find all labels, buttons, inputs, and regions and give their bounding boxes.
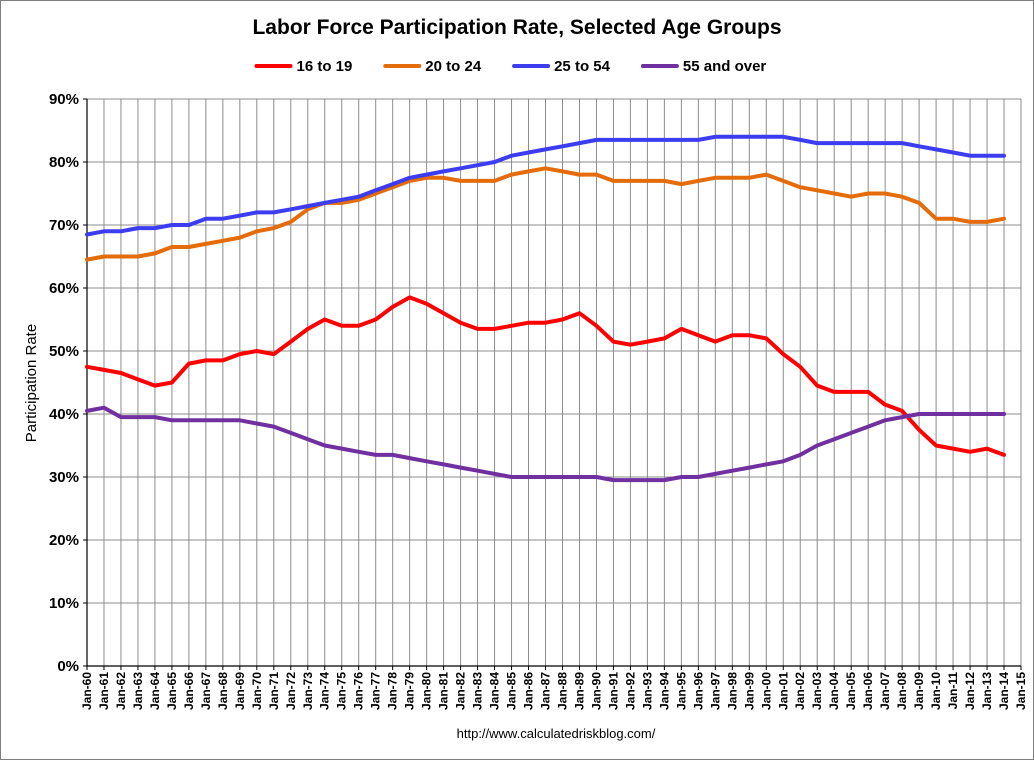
y-tick-label: 30%: [49, 469, 79, 486]
x-tick-label: Jan-68: [216, 672, 230, 710]
y-tick-label: 40%: [49, 406, 79, 423]
x-tick-label: Jan-04: [827, 672, 841, 710]
x-tick-label: Jan-82: [454, 672, 468, 710]
legend-item: 20 to 24: [383, 58, 482, 75]
x-tick-label: Jan-13: [980, 672, 994, 710]
x-tick-label: Jan-89: [572, 672, 586, 710]
series-line-20-to-24: [85, 166, 1006, 262]
x-tick-label: Jan-78: [386, 672, 400, 710]
series-line-25-to-54: [85, 134, 1006, 237]
x-tick-label: Jan-91: [606, 672, 620, 710]
x-tick-label: Jan-63: [131, 672, 145, 710]
y-axis-label: Participation Rate: [23, 324, 40, 442]
x-tick-label: Jan-07: [878, 672, 892, 710]
x-tick-label: Jan-71: [267, 672, 281, 710]
x-tick-label: Jan-90: [589, 672, 603, 710]
x-tick-label: Jan-06: [861, 672, 875, 710]
x-tick-label: Jan-87: [539, 672, 553, 710]
x-tick-label: Jan-77: [369, 672, 383, 710]
legend-label: 25 to 54: [554, 58, 611, 75]
y-tick-label: 20%: [49, 532, 79, 549]
source-url: http://www.calculatedriskblog.com/: [457, 726, 656, 741]
series-line-16-to-19: [85, 295, 1006, 457]
legend-label: 55 and over: [683, 58, 767, 75]
x-tick-label: Jan-11: [946, 672, 960, 710]
x-tick-label: Jan-02: [793, 672, 807, 710]
x-tick-label: Jan-81: [437, 672, 451, 710]
x-tick-label: Jan-64: [148, 672, 162, 710]
x-tick-label: Jan-15: [1014, 672, 1028, 710]
y-tick-label: 90%: [49, 91, 79, 108]
x-tick-label: Jan-62: [114, 672, 128, 710]
x-tick-label: Jan-00: [759, 672, 773, 710]
x-tick-label: Jan-67: [199, 672, 213, 710]
series-line-55-and-over: [85, 405, 1006, 483]
series-lines: [85, 134, 1006, 483]
x-tick-label: Jan-93: [640, 672, 654, 710]
x-tick-label: Jan-88: [555, 672, 569, 710]
x-tick-label: Jan-84: [488, 672, 502, 710]
x-tick-label: Jan-01: [776, 672, 790, 710]
y-tick-label: 10%: [49, 595, 79, 612]
x-tick-label: Jan-09: [912, 672, 926, 710]
x-tick-label: Jan-70: [250, 672, 264, 710]
x-tick-label: Jan-03: [810, 672, 824, 710]
x-tick-label: Jan-83: [471, 672, 485, 710]
y-tick-label: 60%: [49, 280, 79, 297]
y-tick-label: 0%: [57, 658, 79, 675]
legend-item: 55 and over: [640, 58, 767, 75]
x-tick-label: Jan-61: [97, 672, 111, 710]
legend-item: 16 to 19: [254, 58, 353, 75]
x-tick-label: Jan-74: [318, 672, 332, 710]
legend-label: 16 to 19: [297, 58, 353, 75]
x-tick-label: Jan-66: [182, 672, 196, 710]
x-tick-label: Jan-75: [335, 672, 349, 710]
x-tick-label: Jan-69: [233, 672, 247, 710]
x-tick-label: Jan-05: [844, 672, 858, 710]
x-tick-label: Jan-98: [725, 672, 739, 710]
legend: 16 to 19 20 to 24 25 to 54 55 and over: [254, 58, 767, 75]
x-tick-label: Jan-80: [420, 672, 434, 710]
y-tick-label: 70%: [49, 217, 79, 234]
x-tick-label: Jan-99: [742, 672, 756, 710]
x-tick-label: Jan-12: [963, 672, 977, 710]
x-tick-label: Jan-10: [929, 672, 943, 710]
x-tick-label: Jan-76: [352, 672, 366, 710]
x-tick-label: Jan-73: [301, 672, 315, 710]
gridlines: [86, 98, 1022, 667]
x-tick-label: Jan-79: [403, 672, 417, 710]
x-tick-label: Jan-60: [80, 672, 94, 710]
legend-item: 25 to 54: [512, 58, 611, 75]
legend-label: 20 to 24: [425, 58, 482, 75]
y-axis: 0% 10% 20% 30% 40% 50% 60% 70% 80% 90%: [49, 91, 87, 675]
x-tick-label: Jan-08: [895, 672, 909, 710]
x-tick-label: Jan-72: [284, 672, 298, 710]
x-axis: Jan-60 Jan-61 Jan-62 Jan-63 Jan-64 Jan-65 Jan-…: [80, 666, 1028, 710]
x-tick-label: Jan-86: [522, 672, 536, 710]
x-tick-label: Jan-97: [708, 672, 722, 710]
x-tick-label: Jan-14: [997, 672, 1011, 710]
x-tick-label: Jan-95: [674, 672, 688, 710]
x-tick-label: Jan-96: [691, 672, 705, 710]
x-tick-label: Jan-85: [505, 672, 519, 710]
x-tick-label: Jan-92: [623, 672, 637, 710]
y-tick-label: 80%: [49, 154, 79, 171]
chart-title: Labor Force Participation Rate, Selected…: [252, 16, 781, 39]
y-tick-label: 50%: [49, 343, 79, 360]
x-tick-label: Jan-65: [165, 672, 179, 710]
x-tick-label: Jan-94: [657, 672, 671, 710]
